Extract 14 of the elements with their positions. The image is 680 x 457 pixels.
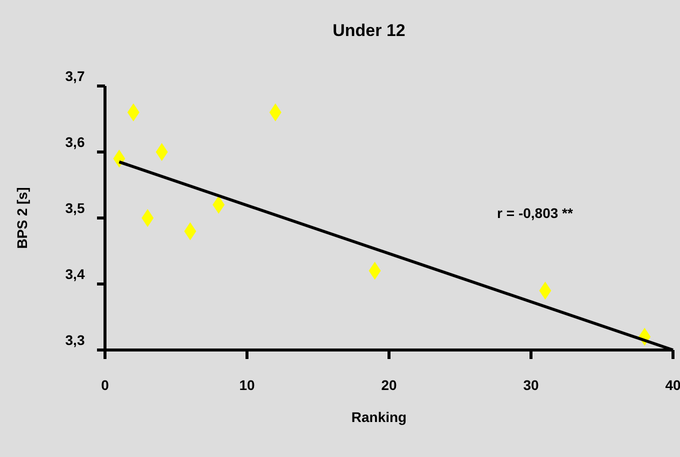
x-tick-label: 10: [239, 377, 255, 393]
x-axis-title: Ranking: [351, 409, 407, 425]
y-tick-label: 3,6: [65, 134, 85, 150]
x-tick-label: 0: [101, 377, 110, 393]
y-tick-label: 3,4: [65, 266, 85, 282]
x-tick-label: 40: [665, 377, 680, 393]
x-tick-label: 30: [523, 377, 539, 393]
y-tick-label: 3,5: [65, 200, 85, 216]
x-tick-label: 20: [381, 377, 397, 393]
chart-title: Under 12: [332, 21, 406, 40]
y-axis-title: BPS 2 [s]: [14, 187, 30, 249]
y-tick-label: 3,7: [65, 68, 85, 84]
y-tick-label: 3,3: [65, 332, 85, 348]
annotation: r = -0,803 **: [497, 205, 574, 221]
